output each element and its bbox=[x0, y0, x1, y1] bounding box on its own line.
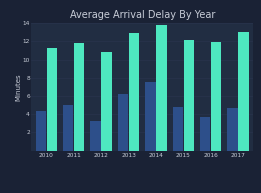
Bar bbox=[118, 94, 128, 151]
Bar bbox=[211, 42, 221, 151]
Bar bbox=[63, 105, 74, 151]
Bar bbox=[129, 33, 139, 151]
Y-axis label: Minutes: Minutes bbox=[15, 73, 21, 101]
Bar bbox=[91, 120, 101, 151]
Bar bbox=[74, 43, 85, 151]
Bar bbox=[36, 111, 46, 151]
Bar bbox=[47, 48, 57, 151]
Bar bbox=[145, 82, 156, 151]
Bar bbox=[183, 40, 194, 151]
Bar bbox=[102, 52, 112, 151]
Bar bbox=[227, 108, 238, 151]
Bar bbox=[156, 25, 167, 151]
Bar bbox=[173, 107, 183, 151]
Bar bbox=[200, 117, 210, 151]
Title: Average Arrival Delay By Year: Average Arrival Delay By Year bbox=[70, 10, 215, 20]
Bar bbox=[238, 32, 249, 151]
